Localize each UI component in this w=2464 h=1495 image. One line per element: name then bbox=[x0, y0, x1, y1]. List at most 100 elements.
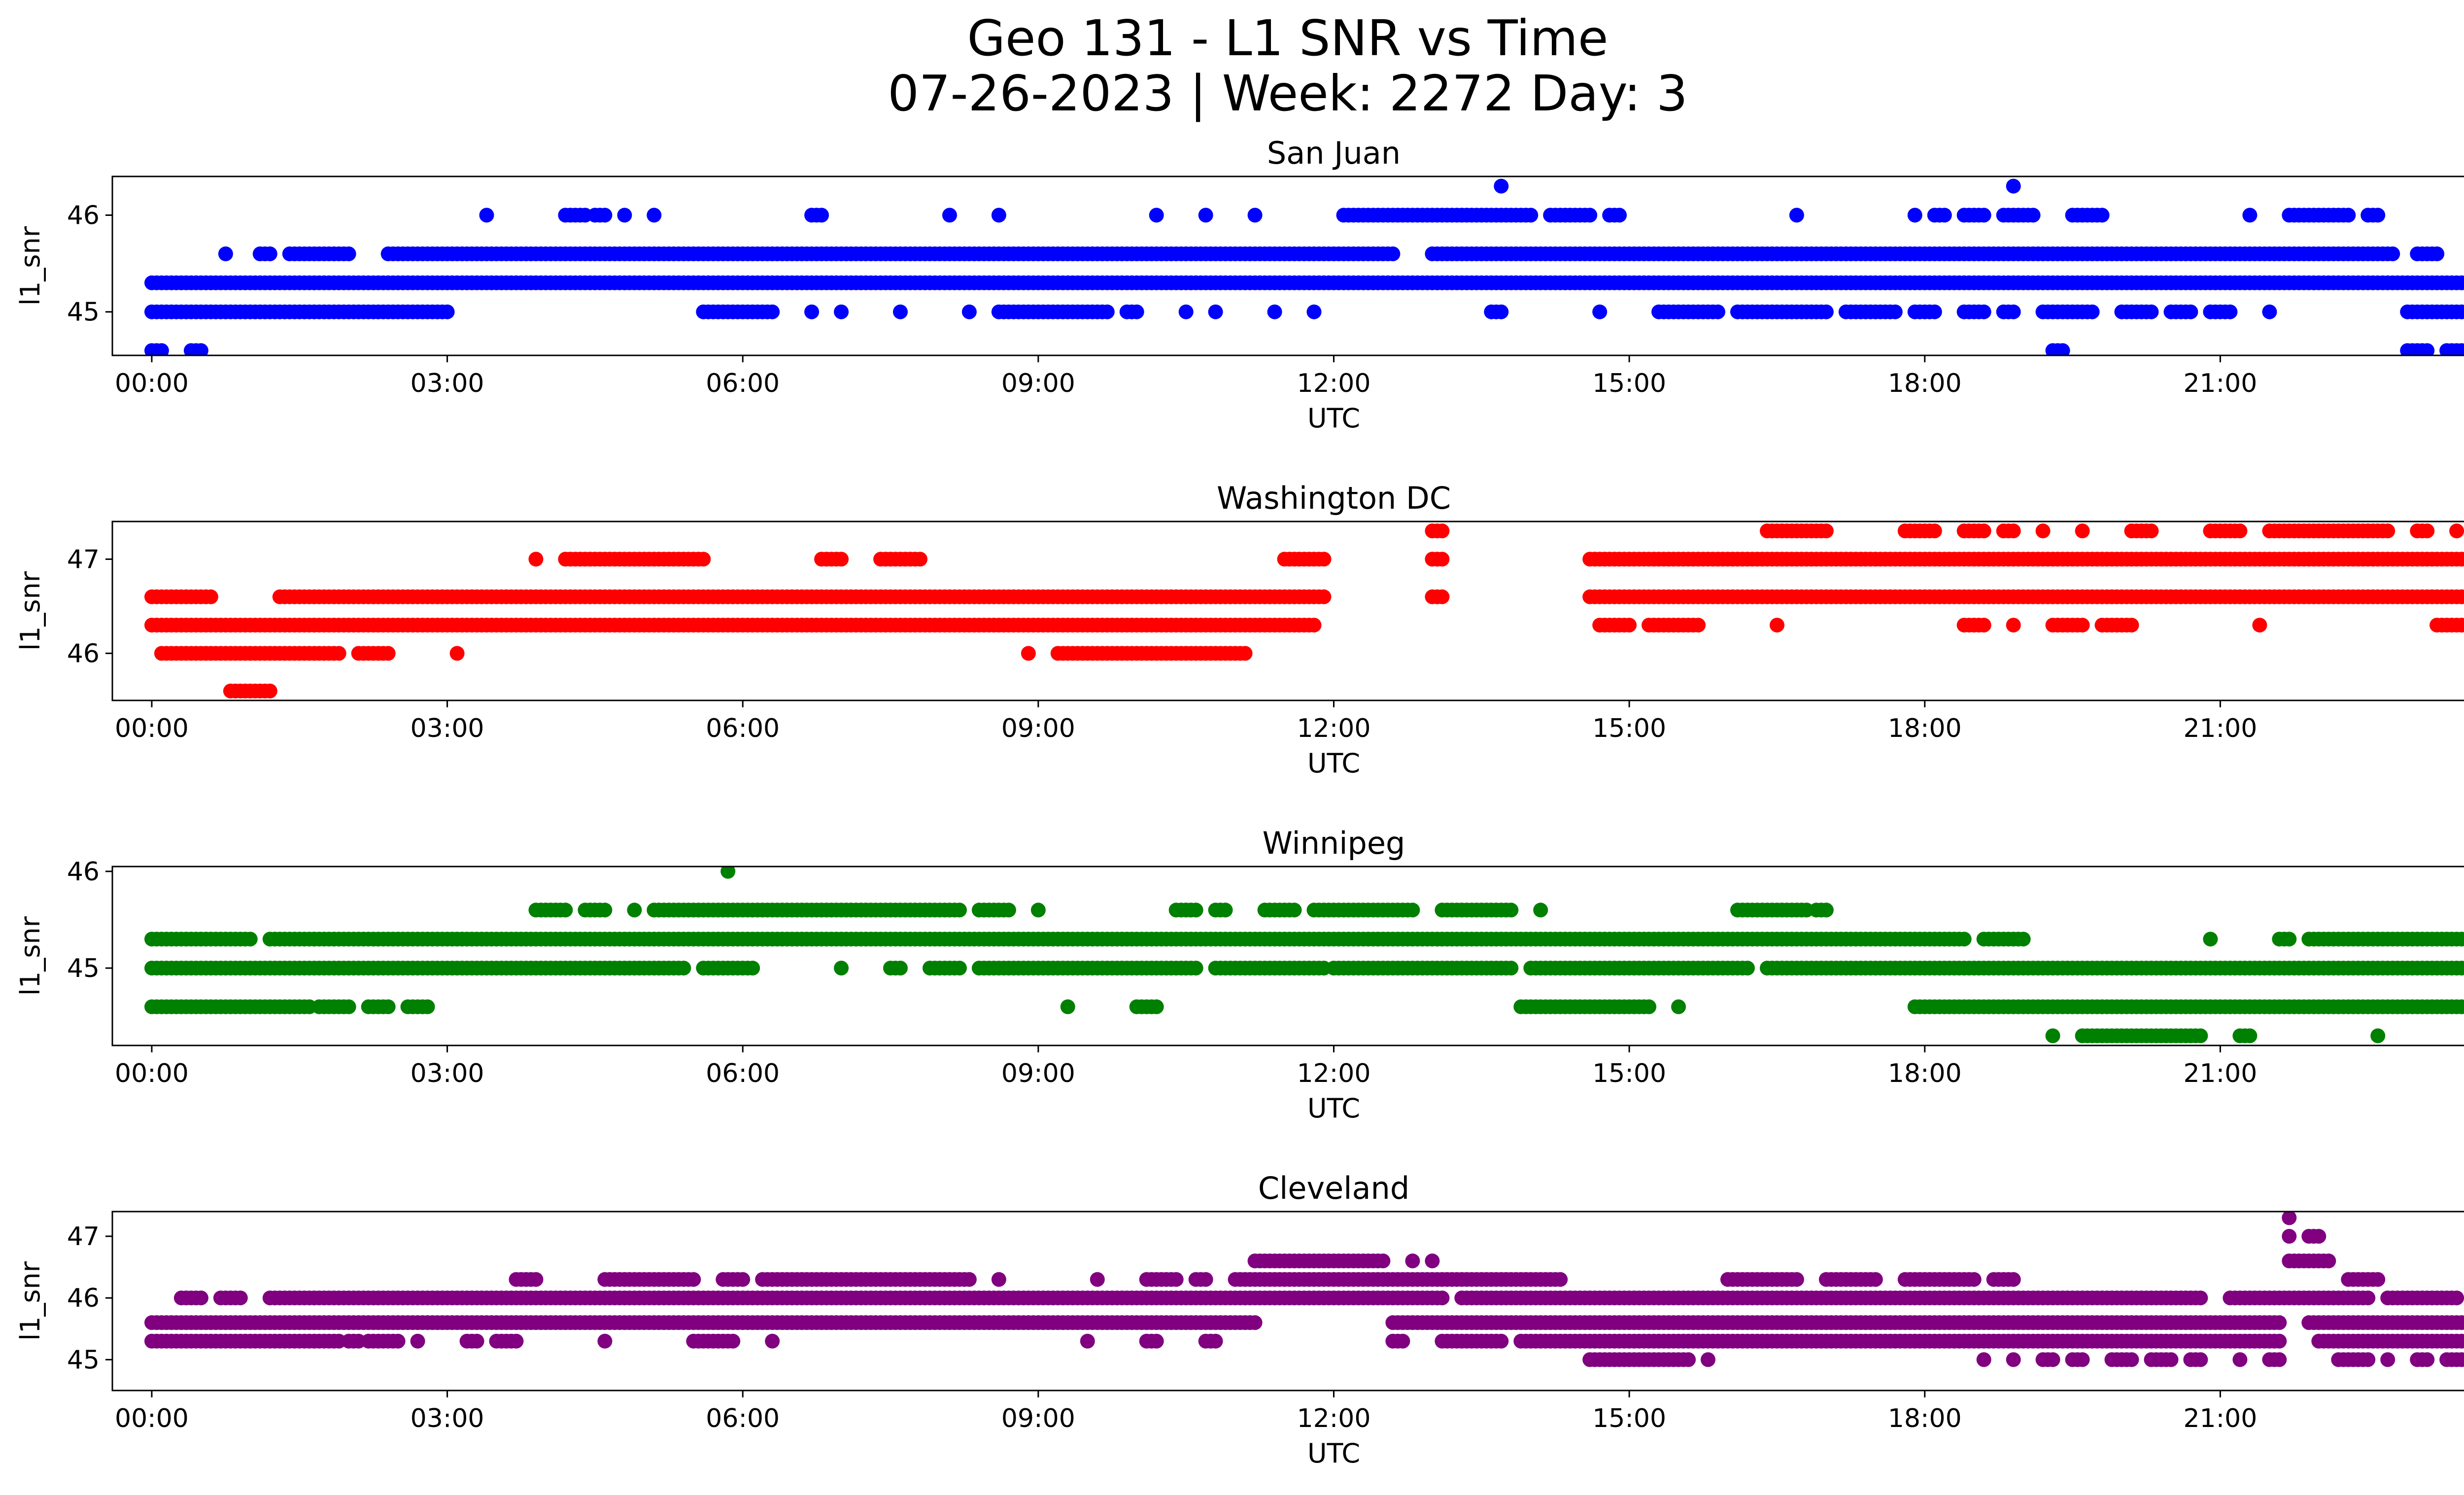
data-point bbox=[1818, 903, 1834, 918]
data-point bbox=[834, 304, 849, 319]
data-point bbox=[1494, 1333, 1509, 1349]
data-point bbox=[1927, 523, 1942, 539]
data-points bbox=[144, 1212, 2464, 1367]
data-points bbox=[144, 867, 2464, 1043]
data-points bbox=[144, 178, 2464, 355]
data-point bbox=[410, 1333, 425, 1349]
data-point bbox=[2006, 178, 2021, 194]
y-axis-label: l1_snr bbox=[15, 226, 46, 306]
x-tick-label: 18:00 bbox=[1888, 1059, 1962, 1088]
x-tick-label: 03:00 bbox=[411, 369, 484, 398]
data-point bbox=[2272, 1333, 2287, 1349]
data-point bbox=[2193, 1290, 2208, 1306]
data-point bbox=[1937, 208, 1952, 223]
data-point bbox=[1976, 618, 1991, 633]
x-tick-label: 00:00 bbox=[115, 714, 189, 743]
data-point bbox=[1306, 618, 1322, 633]
data-point bbox=[380, 646, 396, 661]
x-tick-label: 15:00 bbox=[1592, 714, 1666, 743]
data-point bbox=[676, 961, 691, 975]
data-point bbox=[2459, 1000, 2464, 1014]
data-point bbox=[2459, 1316, 2464, 1330]
data-point bbox=[449, 646, 465, 661]
data-point bbox=[1504, 903, 1519, 918]
x-axis-label: UTC bbox=[1307, 748, 1360, 779]
data-point bbox=[1671, 999, 1686, 1014]
data-point bbox=[913, 552, 927, 567]
data-point bbox=[1691, 618, 1706, 633]
data-points bbox=[144, 523, 2464, 698]
x-axis-label: UTC bbox=[1307, 403, 1360, 434]
data-point bbox=[509, 1333, 524, 1349]
data-point bbox=[1030, 903, 1046, 918]
data-point bbox=[961, 304, 977, 319]
y-tick-label: 46 bbox=[67, 857, 100, 887]
data-point bbox=[469, 1333, 484, 1349]
data-point bbox=[1090, 1272, 1105, 1287]
data-point bbox=[2183, 304, 2198, 319]
data-point bbox=[1149, 208, 1164, 223]
x-tick-label: 18:00 bbox=[1888, 714, 1962, 743]
y-tick-label: 45 bbox=[67, 298, 100, 327]
data-point bbox=[2459, 276, 2464, 290]
data-point bbox=[1168, 1272, 1184, 1287]
data-point bbox=[2420, 523, 2435, 539]
data-point bbox=[2252, 618, 2267, 633]
data-point bbox=[834, 552, 849, 567]
data-point bbox=[2144, 304, 2159, 319]
x-tick-label: 21:00 bbox=[2183, 369, 2257, 398]
data-point bbox=[1622, 618, 1637, 633]
data-point bbox=[745, 961, 760, 975]
data-point bbox=[193, 1290, 208, 1306]
data-point bbox=[893, 961, 908, 975]
figure-title-line-2: 07-26-2023 | Week: 2272 Day: 3 bbox=[888, 65, 1688, 122]
data-point bbox=[1533, 903, 1548, 918]
data-point bbox=[1740, 961, 1755, 975]
x-tick-label: 00:00 bbox=[115, 369, 189, 398]
data-point bbox=[2075, 618, 2090, 633]
data-point bbox=[2459, 552, 2464, 566]
data-point bbox=[420, 999, 435, 1014]
data-point bbox=[1395, 1333, 1410, 1349]
data-point bbox=[765, 1333, 780, 1349]
data-point bbox=[558, 903, 573, 918]
data-point bbox=[1099, 304, 1115, 319]
data-point bbox=[1060, 999, 1075, 1014]
data-point bbox=[233, 1290, 248, 1306]
data-point bbox=[696, 552, 711, 567]
data-point bbox=[952, 903, 967, 918]
figure-title-line-1: Geo 131 - L1 SNR vs Time bbox=[967, 9, 1608, 67]
y-tick-label: 46 bbox=[67, 201, 100, 230]
data-point bbox=[725, 1333, 741, 1349]
data-point bbox=[2006, 618, 2021, 633]
y-tick-label: 45 bbox=[67, 954, 100, 983]
plot-frame bbox=[111, 175, 2464, 356]
data-point bbox=[735, 1272, 751, 1287]
data-point bbox=[1504, 961, 1519, 975]
data-point bbox=[2272, 1315, 2287, 1330]
data-point bbox=[814, 208, 829, 223]
y-tick-label: 47 bbox=[67, 545, 100, 574]
x-tick-label: 21:00 bbox=[2183, 1059, 2257, 1088]
data-point bbox=[1237, 646, 1253, 661]
x-tick-label: 18:00 bbox=[1888, 369, 1962, 398]
x-tick-label: 12:00 bbox=[1297, 369, 1371, 398]
data-point bbox=[1927, 304, 1942, 319]
data-point bbox=[2459, 618, 2464, 632]
data-point bbox=[597, 208, 613, 223]
plot-frame bbox=[111, 866, 2464, 1046]
figure-title: Geo 131 - L1 SNR vs Time 07-26-2023 | We… bbox=[0, 11, 2464, 121]
data-point bbox=[1612, 208, 1627, 223]
data-point bbox=[2016, 932, 2031, 947]
data-point bbox=[1435, 523, 1450, 539]
data-point bbox=[1592, 304, 1608, 319]
data-point bbox=[597, 1333, 613, 1349]
data-point bbox=[1818, 523, 1834, 539]
data-point bbox=[2223, 304, 2238, 319]
x-tick-label: 03:00 bbox=[411, 714, 484, 743]
data-point bbox=[952, 961, 967, 975]
